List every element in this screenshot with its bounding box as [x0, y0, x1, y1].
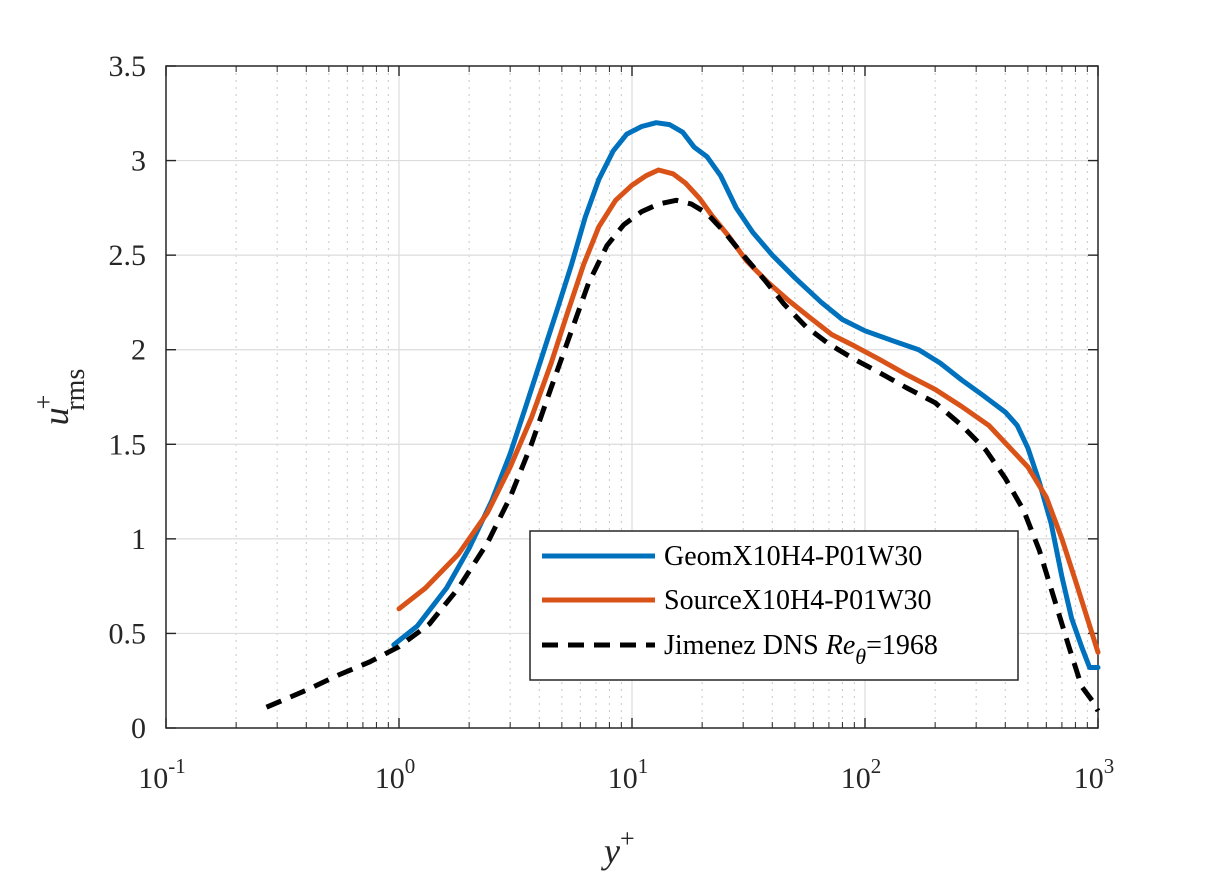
x-tick-label: 103	[1074, 754, 1115, 795]
y-tick-label: 1.5	[109, 428, 147, 461]
x-tick-label: 10-1	[138, 754, 186, 795]
x-tick-label-exponent: -1	[168, 754, 186, 778]
x-tick-label-exponent: 3	[1104, 754, 1115, 778]
x-tick-label-exponent: 0	[405, 754, 416, 778]
legend-label-source: SourceX10H4-P01W30	[664, 585, 932, 616]
legend-label-jimenez-re: Re	[825, 630, 856, 661]
y-tick-labels: 0 0.5 1 1.5 2 2.5 3 3.5	[109, 50, 147, 745]
x-tick-label-base: 10	[138, 762, 168, 795]
x-axis-label-base: y	[601, 831, 620, 871]
legend-label-jimenez: Jimenez DNS Reθ=1968	[664, 630, 938, 669]
y-tick-label: 1	[131, 523, 146, 556]
legend-label-jimenez-sub: θ	[855, 644, 866, 669]
y-tick-label: 3	[131, 145, 146, 178]
y-axis-label-base: u	[36, 407, 76, 425]
y-tick-label: 2	[131, 334, 146, 367]
x-axis-label: y+	[601, 824, 635, 871]
series-line-1	[391, 120, 1101, 670]
x-tick-label: 100	[375, 754, 416, 795]
y-axis-label: u+rms	[29, 369, 91, 426]
series-line-3	[265, 197, 1101, 713]
legend-label-jimenez-pre: Jimenez DNS	[664, 630, 826, 661]
x-tick-label-exponent: 1	[638, 754, 649, 778]
y-axis-label-sub: rms	[60, 369, 91, 411]
legend-label-jimenez-post: =1968	[866, 630, 938, 661]
x-tick-label-exponent: 2	[871, 754, 882, 778]
y-axis-label-sup: +	[29, 395, 58, 410]
x-tick-label-base: 10	[841, 762, 871, 795]
y-tick-label: 3.5	[109, 50, 147, 83]
svg-text:u+rms: u+rms	[29, 369, 91, 426]
legend-label-geom: GeomX10H4-P01W30	[664, 541, 922, 572]
y-tick-label: 2.5	[109, 239, 147, 272]
x-tick-label-base: 10	[608, 762, 638, 795]
x-tick-label: 102	[841, 754, 882, 795]
x-tick-labels: 10-1 100 101 102 103	[138, 754, 1114, 795]
y-tick-label: 0	[131, 712, 146, 745]
legend: GeomX10H4-P01W30 SourceX10H4-P01W30 Jime…	[529, 530, 1019, 681]
series-lines	[265, 120, 1101, 713]
x-axis-label-sup: +	[620, 824, 635, 853]
x-tick-label-base: 10	[1074, 762, 1104, 795]
x-tick-label: 101	[608, 754, 649, 795]
axis-ticks	[165, 65, 1099, 729]
y-tick-label: 0.5	[109, 617, 147, 650]
x-tick-label-base: 10	[375, 762, 405, 795]
